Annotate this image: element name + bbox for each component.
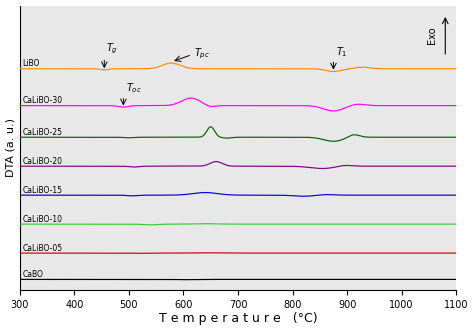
Text: $T_g$: $T_g$	[107, 42, 118, 57]
Text: CaLiBO-20: CaLiBO-20	[22, 157, 63, 166]
Text: CaBO: CaBO	[22, 270, 43, 279]
Text: CaLiBO-30: CaLiBO-30	[22, 96, 63, 105]
Text: CaLiBO-10: CaLiBO-10	[22, 214, 63, 223]
Y-axis label: DTA (a. u.): DTA (a. u.)	[6, 118, 16, 177]
Text: LiBO: LiBO	[22, 59, 40, 68]
Text: CaLiBO-25: CaLiBO-25	[22, 128, 63, 137]
X-axis label: T e m p e r a t u r e   (°C): T e m p e r a t u r e (°C)	[159, 312, 317, 325]
Text: CaLiBO-05: CaLiBO-05	[22, 244, 63, 253]
Text: $T_{pc}$: $T_{pc}$	[194, 47, 210, 61]
Text: $T_1$: $T_1$	[336, 45, 347, 59]
Text: CaLiBO-15: CaLiBO-15	[22, 186, 63, 195]
Text: $T_{oc}$: $T_{oc}$	[126, 81, 141, 95]
Text: Exo: Exo	[427, 27, 437, 44]
